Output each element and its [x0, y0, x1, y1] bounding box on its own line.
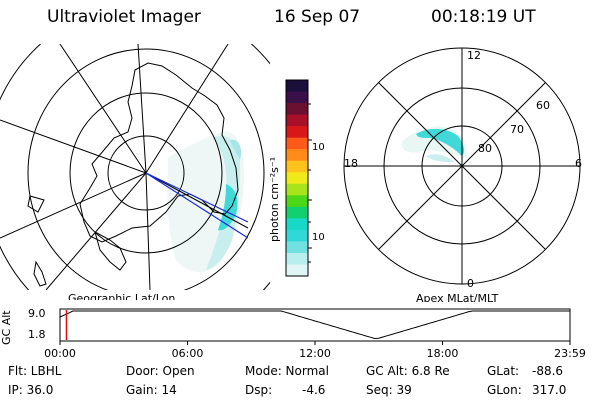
- longitude-grid: [0, 44, 249, 290]
- dsp-label: Dsp:: [245, 383, 273, 397]
- timeline-xtick-label: 06:00: [172, 347, 204, 360]
- door-info: Door: Open: [126, 364, 195, 378]
- colorbar-cell: [286, 172, 308, 185]
- colorbar-cell: [286, 241, 308, 254]
- antarctica-coastline: [79, 62, 239, 243]
- observation-date: 16 Sep 07: [274, 7, 361, 27]
- geo-panel-label: Geographic Lat/Lon: [68, 292, 175, 300]
- polar-aurora-region: [401, 126, 467, 162]
- colorbar-cell: [286, 183, 308, 196]
- colorbar-cell: [286, 229, 308, 243]
- colorbar-cell: [286, 149, 308, 162]
- colorbar: 100 10 photon cm⁻²s⁻¹: [268, 79, 324, 277]
- colorbar-cell: [286, 137, 308, 150]
- colorbar-scale: [286, 80, 308, 277]
- timeline-xtick-label: 00:00: [44, 347, 76, 360]
- mlt-label-18: 18: [344, 157, 358, 170]
- mlat-label-80: 80: [478, 142, 492, 155]
- colorbar-cell: [286, 80, 308, 93]
- colorbar-unit-label: photon cm⁻²s⁻¹: [268, 157, 281, 242]
- instrument-title: Ultraviolet Imager: [47, 7, 201, 27]
- polar-mlt-panel: 12 18 6 0 60 70 80 Apex MLat/MLT: [343, 47, 582, 302]
- polar-panel-label: Apex MLat/MLT: [416, 292, 499, 302]
- colorbar-tick-100: 100: [312, 142, 324, 153]
- filter-info: Flt: LBHL: [8, 364, 62, 378]
- mlt-label-0: 0: [467, 277, 474, 290]
- ip-info: IP: 36.0: [8, 383, 54, 397]
- timeline-plot-box: [59, 308, 571, 342]
- observation-time: 00:18:19 UT: [431, 7, 536, 27]
- colorbar-cell: [286, 126, 308, 139]
- altitude-curve: [59, 310, 570, 340]
- colorbar-cell: [286, 160, 308, 173]
- dsp-value: -4.6: [302, 383, 326, 397]
- mlt-label-12: 12: [467, 49, 481, 62]
- colorbar-cell: [286, 218, 308, 231]
- timeline-xtick-label: 18:00: [427, 347, 459, 360]
- gain-info: Gain: 14: [126, 383, 177, 397]
- colorbar-cell: [286, 114, 308, 127]
- colorbar-cell: [286, 206, 308, 219]
- colorbar-cell: [286, 195, 308, 208]
- timeline-ytick-top: 9.0: [28, 307, 46, 320]
- mlt-spokes: [344, 48, 580, 284]
- colorbar-cell: [286, 252, 308, 266]
- timeline-xtick-label: 12:00: [299, 347, 331, 360]
- mlat-label-60: 60: [536, 99, 550, 112]
- glat-label: GLat:: [487, 364, 520, 378]
- timeline-ylabel: GC Alt: [0, 310, 13, 345]
- seq-info: Seq: 39: [366, 383, 412, 397]
- altitude-timeline: GC Alt 9.0 1.8 00:00 06:00 12:00 18:00 23:59: [0, 307, 586, 360]
- colorbar-cell: [286, 264, 308, 277]
- sun-direction-line: [145, 172, 249, 239]
- glon-label: GLon:: [487, 383, 522, 397]
- timeline-xtick-label: 23:59: [554, 347, 586, 360]
- gc-alt-info: GC Alt: 6.8 Re: [366, 364, 450, 378]
- geographic-map-panel: Geographic Lat/Lon: [0, 44, 270, 300]
- colorbar-cell: [286, 103, 308, 116]
- colorbar-cell: [286, 91, 308, 104]
- latitude-grid: [0, 44, 270, 290]
- colorbar-tick-10: 10: [312, 232, 324, 243]
- timeline-ytick-bottom: 1.8: [28, 328, 46, 341]
- mlt-label-6: 6: [575, 157, 582, 170]
- mode-info: Mode: Normal: [245, 364, 329, 378]
- glon-value: 317.0: [532, 383, 567, 397]
- mlat-label-70: 70: [510, 123, 524, 136]
- glat-value: -88.6: [532, 364, 564, 378]
- timeline-xticks: 00:00 06:00 12:00 18:00 23:59: [44, 341, 586, 360]
